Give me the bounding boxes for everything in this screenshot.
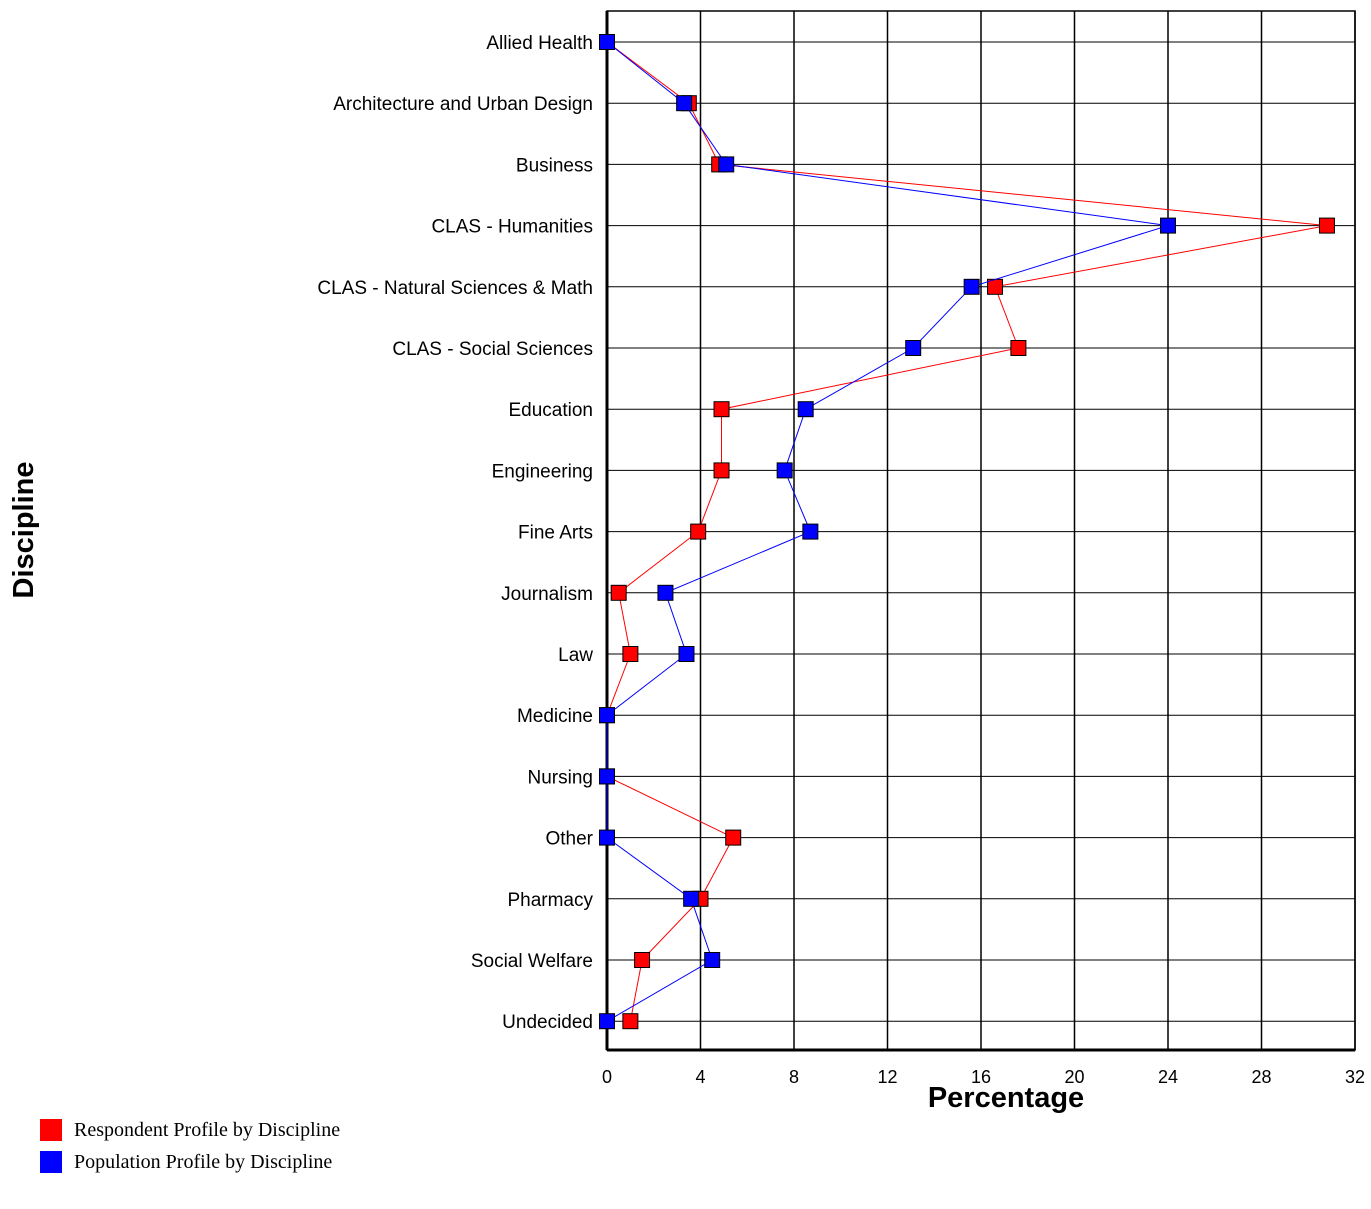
category-label: CLAS - Natural Sciences & Math [317,278,593,299]
category-label: Education [508,400,593,421]
series-layer [599,34,1335,1030]
y-axis-title: Discipline [8,462,40,599]
category-label: CLAS - Humanities [431,217,593,238]
data-point [1160,217,1176,234]
data-point [683,890,700,907]
x-tick-label: 8 [789,1067,799,1087]
legend-swatch-respondent [40,1119,62,1141]
legend-item-population: Population Profile by Discipline [40,1148,340,1176]
category-label: Fine Arts [518,523,593,544]
data-point [634,952,651,968]
x-tick-label: 20 [1064,1067,1084,1087]
x-tick-label: 16 [971,1067,991,1087]
x-tick-label: 12 [877,1067,897,1087]
data-point [802,523,819,540]
data-point [622,1013,639,1030]
legend-swatch-population [40,1151,62,1173]
data-point [704,952,721,968]
category-label: Undecided [502,1012,593,1033]
category-label: Business [516,155,593,176]
category-labels: Allied Health Architecture and Urban Desi… [317,33,593,1033]
x-tick-label: 32 [1345,1067,1365,1087]
category-label: Architecture and Urban Design [333,94,593,115]
x-tick-label: 4 [695,1067,705,1087]
category-label: Engineering [492,461,593,482]
data-point [599,1013,615,1030]
category-label: CLAS - Social Sciences [392,339,593,360]
series-population [599,34,1176,1030]
data-point [610,584,627,601]
data-point [1010,340,1027,356]
data-point [676,95,693,112]
category-label: Journalism [501,584,593,605]
category-label: Nursing [528,767,593,788]
data-point [797,401,814,418]
data-point [690,523,707,540]
data-point [599,34,615,50]
data-point [599,768,615,785]
data-point [622,646,639,662]
data-point [905,340,922,356]
data-point [599,829,615,846]
data-point [718,156,735,173]
data-point [1318,217,1335,234]
legend: Respondent Profile by Discipline Populat… [40,1116,340,1180]
category-label: Social Welfare [471,951,593,972]
x-axis-title: Percentage [928,1082,1084,1114]
x-tick-labels: 0 4 8 12 16 20 24 28 32 [602,1067,1365,1087]
x-tick-label: 28 [1251,1067,1271,1087]
x-tick-label: 24 [1158,1067,1178,1087]
grid [605,10,1356,1052]
data-point [599,707,615,724]
legend-item-respondent: Respondent Profile by Discipline [40,1116,340,1144]
data-point [713,462,730,479]
category-label: Medicine [517,706,593,727]
data-point [725,829,742,846]
legend-label-respondent: Respondent Profile by Discipline [74,1118,341,1141]
legend-label-population: Population Profile by Discipline [74,1150,333,1173]
data-point [657,584,674,601]
data-point [963,278,980,295]
category-label: Allied Health [486,33,593,54]
data-point [678,646,695,662]
category-label: Law [558,645,593,666]
category-label: Pharmacy [507,890,593,911]
category-label: Other [545,829,593,850]
x-tick-label: 0 [602,1067,612,1087]
data-point [776,462,793,479]
data-point [713,401,730,418]
